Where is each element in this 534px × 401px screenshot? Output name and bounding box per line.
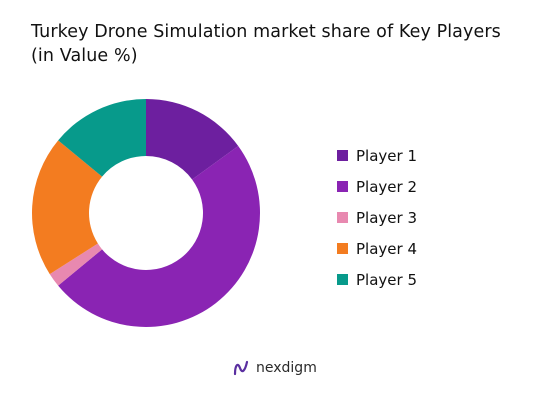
donut-slice-player-2	[58, 145, 260, 327]
legend-swatch	[337, 212, 348, 223]
brand-logo: nexdigm	[231, 358, 317, 378]
legend-label: Player 1	[356, 146, 417, 165]
legend-item-player-5: Player 5	[337, 264, 497, 295]
legend-item-player-2: Player 2	[337, 171, 497, 202]
legend-item-player-3: Player 3	[337, 202, 497, 233]
chart-title: Turkey Drone Simulation market share of …	[31, 22, 501, 66]
legend-item-player-4: Player 4	[337, 233, 497, 264]
legend-swatch	[337, 150, 348, 161]
legend-swatch	[337, 181, 348, 192]
legend-label: Player 2	[356, 177, 417, 196]
legend-swatch	[337, 243, 348, 254]
legend-label: Player 3	[356, 208, 417, 227]
chart-legend: Player 1 Player 2 Player 3 Player 4 Player 5	[337, 140, 497, 295]
legend-swatch	[337, 274, 348, 285]
legend-item-player-1: Player 1	[337, 140, 497, 171]
legend-label: Player 5	[356, 270, 417, 289]
donut-slice-player-3	[49, 243, 103, 286]
donut-slice-player-5	[58, 99, 146, 177]
donut-slice-player-4	[31, 140, 103, 275]
legend-label: Player 4	[356, 239, 417, 258]
brand-name: nexdigm	[256, 360, 317, 376]
donut-slice-player-1	[146, 99, 239, 180]
nexdigm-logo-icon	[233, 360, 249, 376]
